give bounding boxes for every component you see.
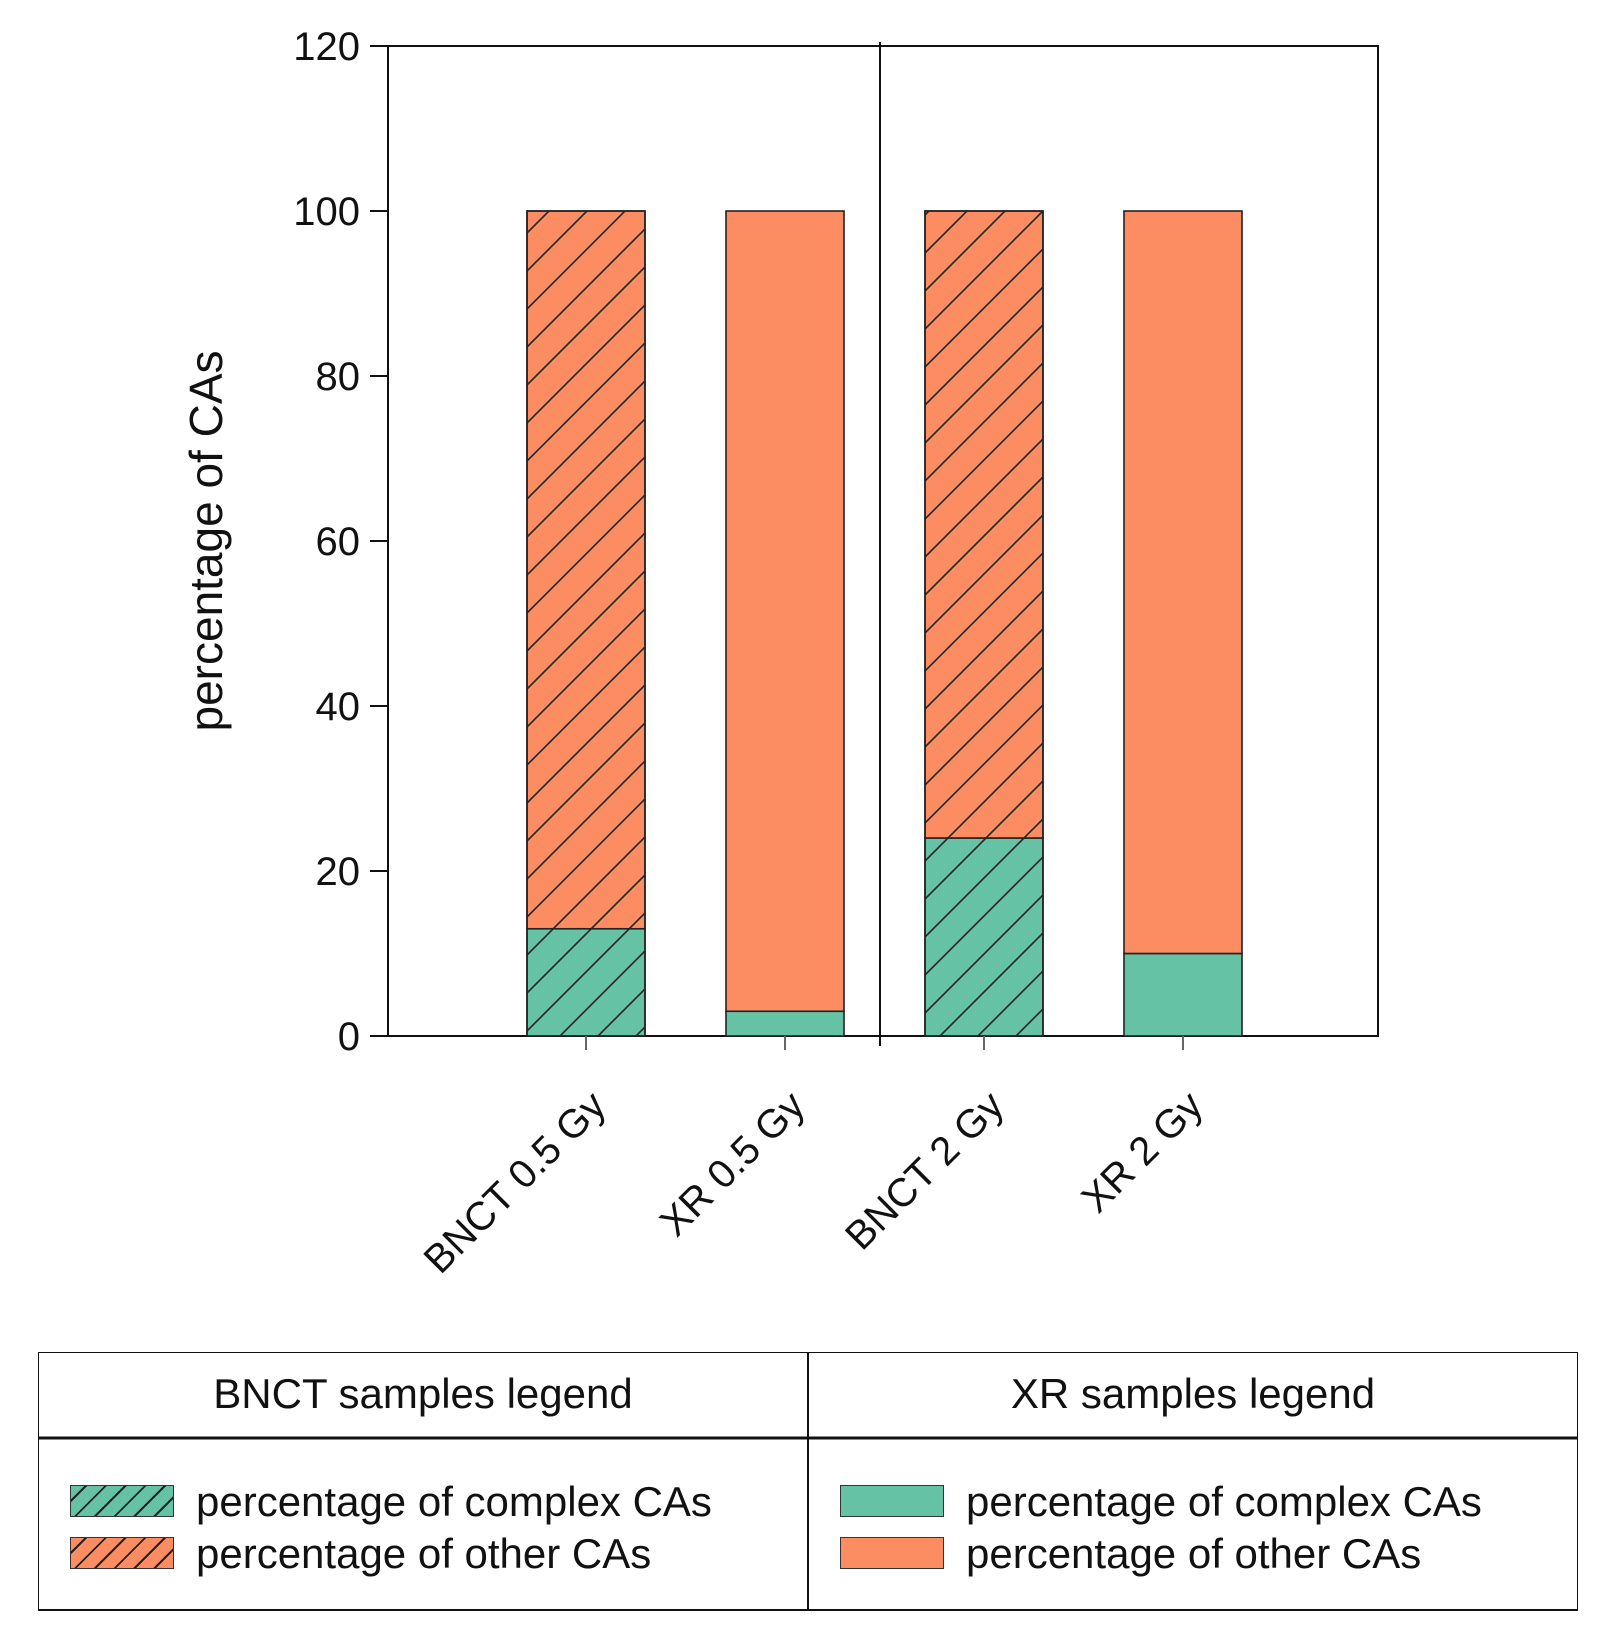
y-tick-label: 20 xyxy=(316,850,361,894)
legend-grid-lines xyxy=(38,1352,1578,1611)
stacked-bar-chart: 0 20 40 60 80 100 120 percentage of CAs BNCT 0.5… xyxy=(180,25,1379,1282)
xr-legend-title: XR samples legend xyxy=(1010,1370,1376,1417)
bnct-legend-title: BNCT samples legend xyxy=(213,1370,633,1417)
bar-complex-4 xyxy=(1123,952,1243,1037)
x-tick-label-1: BNCT 0.5 Gy xyxy=(416,1083,615,1282)
legend-table: BNCT samples legend XR samples legend pe… xyxy=(38,1352,1578,1612)
x-tick-label-4: XR 2 Gy xyxy=(1073,1083,1211,1221)
bnct-other-label: percentage of other CAs xyxy=(196,1530,652,1577)
bar-hatch-1 xyxy=(527,211,645,1036)
bar-other-4 xyxy=(1123,210,1243,955)
bnct-complex-swatch xyxy=(70,1485,174,1517)
y-tick-label: 60 xyxy=(316,520,361,564)
x-tick-label-3: BNCT 2 Gy xyxy=(837,1083,1012,1258)
xr-other-swatch xyxy=(840,1537,944,1569)
bnct-other-swatch xyxy=(70,1537,174,1569)
bar-hatch-3 xyxy=(925,211,1043,1036)
y-tick-label: 80 xyxy=(316,355,361,399)
x-tick-label-2: XR 0.5 Gy xyxy=(652,1083,814,1245)
y-tick-label: 0 xyxy=(338,1015,360,1059)
y-tick-label: 120 xyxy=(293,25,360,69)
y-tick-label: 40 xyxy=(316,685,361,729)
bar-complex-2 xyxy=(725,1010,845,1037)
xr-other-label: percentage of other CAs xyxy=(966,1530,1422,1577)
bnct-complex-label: percentage of complex CAs xyxy=(196,1478,712,1525)
y-axis-label: percentage of CAs xyxy=(180,350,232,731)
y-tick-label: 100 xyxy=(293,190,360,234)
bar-other-2 xyxy=(725,210,845,1013)
xr-complex-swatch xyxy=(840,1485,944,1517)
xr-complex-label: percentage of complex CAs xyxy=(966,1478,1482,1525)
